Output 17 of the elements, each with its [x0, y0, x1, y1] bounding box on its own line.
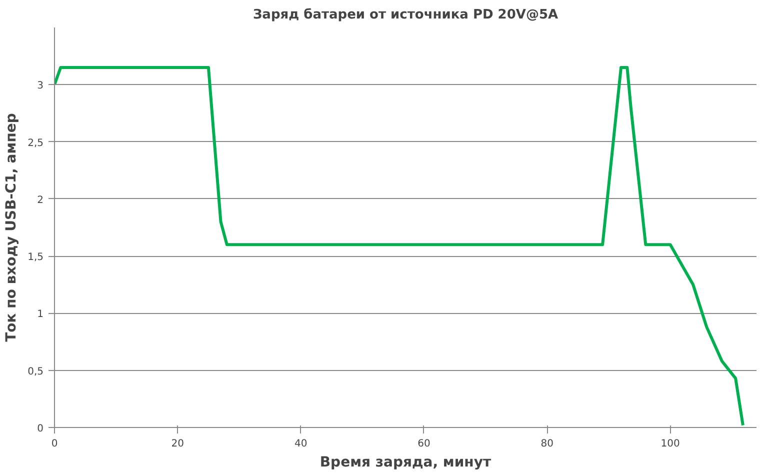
x-tick-label: 20 [171, 438, 184, 450]
x-tick-label: 60 [418, 438, 430, 450]
x-tick-label: 80 [540, 438, 554, 450]
line-series [54, 66, 744, 427]
chart-title: Заряд батареи от источника PD 20V@5A [252, 8, 558, 22]
y-tick-label: 2 [37, 194, 44, 206]
y-tick-label: 1,5 [28, 252, 44, 264]
y-tick-label: 1 [37, 309, 44, 320]
y-axis-title: Ток по входу USB-C1, ампер [4, 113, 20, 342]
x-tick-label: 40 [294, 438, 308, 450]
y-tick-label: 0 [37, 424, 44, 434]
x-tick-label: 0 [51, 438, 58, 450]
x-tick-label: 100 [660, 438, 680, 450]
y-tick-label: 0,5 [28, 366, 44, 378]
x-axis-title: Время заряда, минут [320, 454, 492, 470]
y-tick-label: 3 [37, 80, 44, 92]
y-tick-label: 2,5 [28, 138, 44, 149]
